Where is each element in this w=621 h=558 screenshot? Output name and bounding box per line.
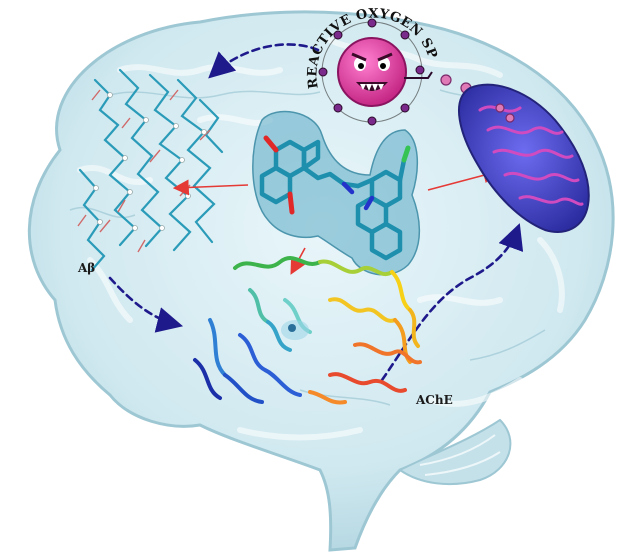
arrow-to-abeta	[172, 179, 249, 196]
mitochondrion-icon	[457, 83, 590, 233]
ache-label: AChE	[415, 393, 453, 407]
dashed-arrow-abeta-to-ache	[108, 276, 184, 333]
ligand-molecule-icon	[252, 110, 421, 276]
ache-protein-icon	[193, 256, 422, 405]
brain-outline-icon	[27, 10, 615, 552]
dashed-arrow-ros-to-abeta	[208, 43, 320, 79]
ros-monster-icon	[318, 18, 492, 126]
abeta-label: Aβ	[77, 261, 95, 275]
amyloid-fibril-icon	[77, 68, 224, 272]
